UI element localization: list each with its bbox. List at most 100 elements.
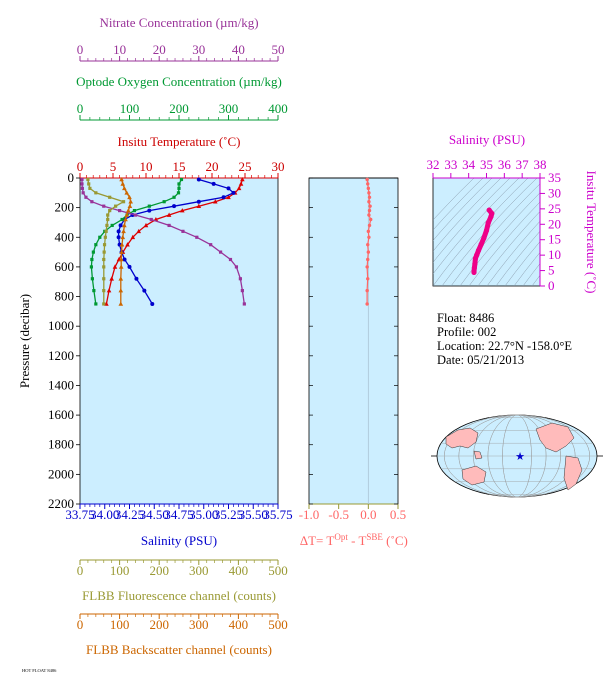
float-location-marker: ★ (515, 451, 525, 463)
temperature-tick-label: 30 (272, 159, 285, 174)
oxygen-point (179, 177, 184, 182)
density-contour (522, 263, 540, 286)
oxygen-axis-label: Optode Oxygen Concentration (µm/kg) (76, 74, 282, 89)
oxygen-point (147, 204, 151, 208)
ts-point (488, 213, 494, 220)
delta-t-point (366, 229, 371, 234)
pressure-axis-label: Pressure (decibar) (17, 294, 32, 388)
world-map: ★ (431, 414, 603, 498)
temperature-point (238, 181, 244, 186)
nitrate-tick-label: 20 (153, 42, 166, 57)
fluorescence-point (121, 200, 126, 204)
backscatter-point (118, 288, 124, 293)
temperature-point (130, 234, 136, 240)
density-contours (433, 178, 540, 286)
temperature-tick-label: 25 (239, 159, 252, 174)
delta-t-point (367, 223, 372, 228)
temperature-point (196, 203, 202, 208)
fluorescence-point (86, 177, 90, 182)
oxygen-tick-label: 0 (77, 101, 84, 116)
fluorescence-point (106, 213, 110, 217)
temperature-point (136, 228, 142, 234)
salinity-point (150, 301, 155, 306)
salinity-point (134, 276, 139, 281)
oxygen-point (94, 243, 98, 247)
map-land-islands (473, 450, 483, 460)
ts-y-tick-label: 35 (548, 170, 561, 185)
density-contour (513, 251, 540, 286)
density-contour (477, 211, 540, 286)
oxygen-point (110, 223, 114, 228)
ts-y-tick-label: 10 (548, 247, 561, 262)
delta-t-point (367, 208, 372, 213)
backscatter-point (120, 181, 126, 186)
delta-t-point (366, 277, 370, 281)
map-land-asia (445, 427, 479, 449)
fluorescence-point (102, 302, 106, 306)
map-land-north-america (535, 422, 575, 453)
backscatter-point (127, 203, 133, 208)
salinity-point (116, 235, 121, 240)
delta-t-point (365, 265, 369, 269)
salinity-point (211, 181, 216, 186)
backscatter-tick-label: 0 (77, 617, 84, 632)
fluorescence-point (102, 250, 106, 254)
density-contour (433, 178, 529, 286)
oxygen-point (90, 257, 94, 262)
temperature-axis-label: Insitu Temperature (˚C) (117, 134, 240, 149)
ts-y-tick-label: 5 (548, 263, 555, 278)
nitrate-point (84, 195, 88, 199)
backscatter-point (124, 212, 130, 217)
ts-y-tick-label: 30 (548, 185, 561, 200)
delta-t-point (369, 217, 373, 222)
fluorescence-tick-label: 0 (77, 563, 84, 578)
delta-t-point (367, 195, 372, 199)
nitrate-point (209, 243, 213, 247)
oxygen-point (92, 289, 96, 293)
ts-x-tick-label: 33 (444, 157, 457, 172)
delta-t-tick-label: -1.0 (299, 507, 320, 522)
temperature-point (180, 208, 185, 213)
nitrate-point (218, 250, 223, 254)
nitrate-point (80, 186, 84, 190)
pressure-tick-label: 400 (55, 229, 75, 244)
ts-point (475, 247, 482, 254)
main-series-group (80, 176, 246, 306)
ts-x-tick-label: 35 (480, 157, 493, 172)
salinity-point (147, 208, 152, 213)
nitrate-point (81, 191, 85, 195)
oxygen-point (90, 277, 94, 281)
fluorescence-point (104, 229, 108, 233)
fluorescence-tick-label: 400 (229, 563, 249, 578)
nitrate-tick-label: 0 (77, 42, 84, 57)
delta-t-point (365, 288, 369, 293)
backscatter-point (118, 301, 124, 306)
temperature-tick-label: 0 (77, 159, 84, 174)
salinity-tick-label: 35.00 (189, 507, 218, 522)
ts-point (471, 269, 477, 276)
pressure-tick-label: 0 (68, 170, 75, 185)
salinity-tick-label: 34.75 (164, 507, 193, 522)
salinity-axis: Salinity (PSU) 33.7534.0034.2534.5034.75… (65, 503, 293, 548)
salinity-point (142, 288, 147, 293)
backscatter-point (122, 185, 127, 191)
backscatter-axis: FLBB Backscatter channel (counts) 0 100 20… (77, 613, 288, 657)
ts-point (481, 235, 487, 241)
fluorescence-point (87, 182, 91, 186)
oxygen-tick-label: 200 (169, 101, 189, 116)
oxygen-point (162, 200, 166, 204)
pressure-tick-label: 1200 (48, 348, 74, 363)
nitrate-point (181, 229, 185, 233)
backscatter-point (119, 242, 125, 247)
salinity-tick-label: 35.25 (214, 507, 243, 522)
nitrate-axis-label: Nitrate Concentration (µm/kg) (99, 15, 258, 30)
ts-x-tick-label: 32 (427, 157, 440, 172)
temperature-axis: Insitu Temperature (˚C) 0 5 10 15 20 25 30 (77, 134, 285, 179)
ts-x-tick-label: 34 (462, 157, 476, 172)
ts-point (485, 220, 491, 226)
main-profile-panel (79, 177, 279, 505)
delta-t-point (367, 213, 371, 217)
pressure-tick-label: 1000 (48, 318, 74, 333)
fluorescence-axis-label: FLBB Fluorescence channel (counts) (82, 588, 276, 603)
fluorescence-point (108, 195, 112, 199)
